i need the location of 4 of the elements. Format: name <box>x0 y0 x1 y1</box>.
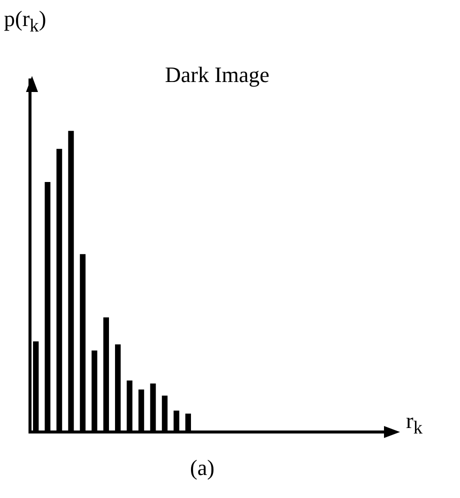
chart-title: Dark Image <box>165 62 270 88</box>
text: (a) <box>190 455 214 481</box>
y-axis-title: p(r$_{k}$) <box>4 6 46 36</box>
text: r$_{k}$ <box>406 408 422 438</box>
